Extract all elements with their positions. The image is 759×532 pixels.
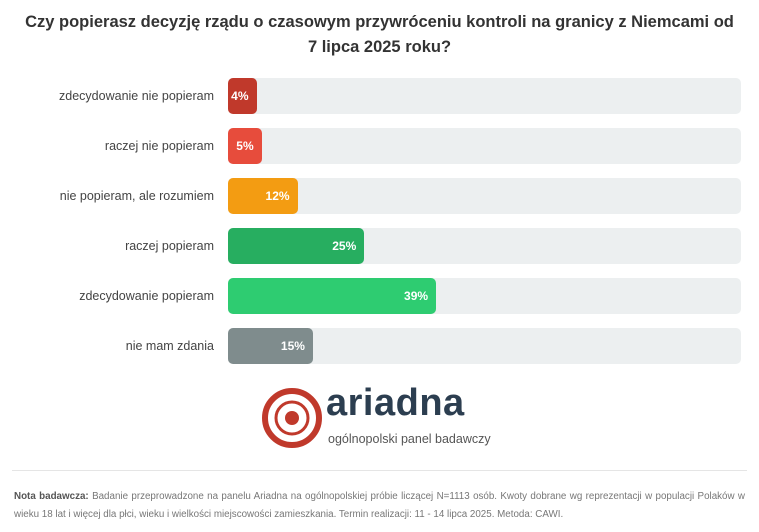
bar-track: 15%: [228, 328, 741, 364]
research-note: Nota badawcza: Badanie przeprowadzone na…: [14, 488, 745, 524]
bar: 25%: [228, 228, 365, 264]
bar-track: 12%: [228, 178, 741, 214]
category-label: zdecydowanie popieram: [79, 289, 214, 303]
category-label: raczej nie popieram: [104, 139, 214, 153]
bar-track: 25%: [228, 228, 741, 264]
bar: 15%: [228, 328, 313, 364]
bar: 5%: [228, 128, 262, 164]
note-text: Badanie przeprowadzone na panelu Ariadna…: [14, 491, 746, 520]
bar-track: 39%: [228, 278, 741, 314]
logo-name: ariadna: [326, 382, 465, 424]
ariadna-target-icon: [262, 388, 322, 448]
bar: 39%: [228, 278, 437, 314]
bar-row: zdecydowanie nie popieram 4%: [0, 78, 759, 114]
category-label: zdecydowanie nie popieram: [59, 89, 214, 103]
bar-row: nie popieram, ale rozumiem 12%: [0, 178, 759, 214]
bar-row: raczej nie popieram 5%: [0, 128, 759, 164]
bar-row: raczej popieram 25%: [0, 228, 759, 264]
category-label: nie popieram, ale rozumiem: [59, 189, 214, 203]
chart-title: Czy popierasz decyzję rządu o czasowym p…: [25, 13, 734, 56]
bar-track: 4%: [228, 78, 741, 114]
bar-row: zdecydowanie popieram 39%: [0, 278, 759, 314]
logo-tagline: ogólnopolski panel badawczy: [328, 432, 491, 446]
bar: 12%: [228, 178, 298, 214]
note-label: Nota badawcza:: [14, 491, 89, 502]
bar: 4%: [228, 78, 257, 114]
bar-row: nie mam zdania 15%: [0, 328, 759, 364]
category-label: nie mam zdania: [125, 339, 214, 353]
ariadna-logo: ariadna ogólnopolski panel badawczy: [260, 382, 500, 452]
bar-track: 5%: [228, 128, 741, 164]
category-label: raczej popieram: [125, 239, 214, 253]
divider: [12, 470, 747, 471]
